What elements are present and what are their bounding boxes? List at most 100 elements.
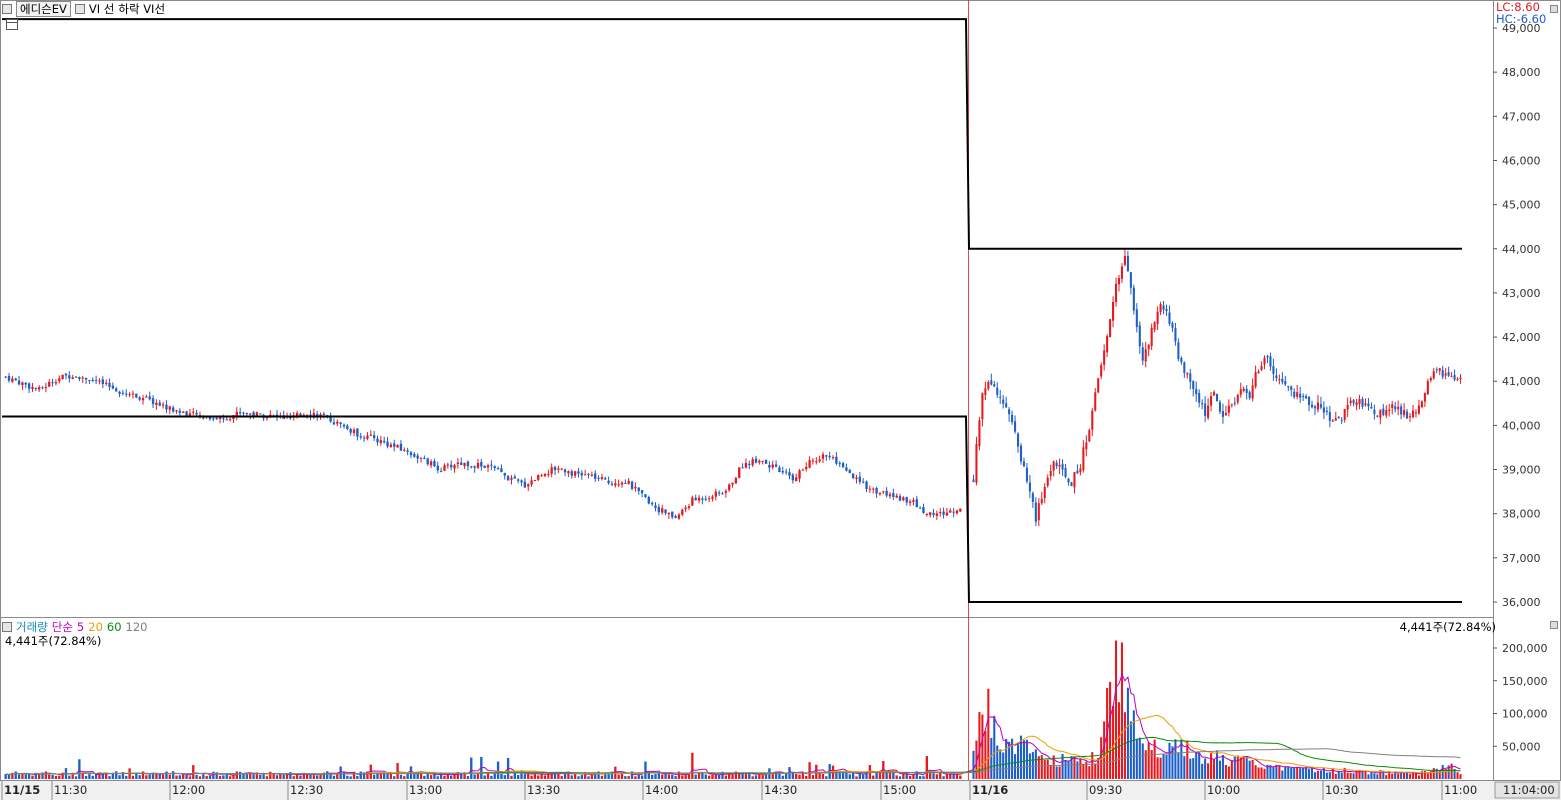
volume-bar — [895, 775, 898, 779]
time-axis-background — [0, 780, 1561, 800]
volume-bar — [1266, 764, 1269, 779]
volume-bar — [1043, 759, 1046, 779]
axes: 49,000 48,000 47,000 46,000 45,000 44,000 43,0… — [1, 22, 1560, 800]
candle-body — [701, 498, 704, 500]
candle-body — [490, 464, 493, 466]
volume-bar — [359, 771, 362, 779]
candle-body — [115, 388, 118, 392]
panel-corner-icon[interactable] — [1550, 621, 1558, 629]
candle-body — [1352, 400, 1355, 404]
panel-corner-icon[interactable] — [1550, 5, 1558, 13]
volume-bar — [1165, 754, 1168, 779]
candle-body — [637, 487, 640, 491]
candle-body — [362, 437, 366, 439]
volume-bar — [255, 772, 259, 779]
volume-bar — [563, 772, 567, 779]
volume-bar — [51, 774, 54, 779]
ma20-label: 20 — [88, 620, 103, 634]
calendar-icon[interactable] — [6, 19, 18, 30]
volume-bar — [848, 774, 851, 779]
volume-bar — [617, 774, 620, 779]
volume-bar — [141, 771, 145, 779]
candle-body — [1408, 416, 1412, 418]
candle-body — [1275, 375, 1278, 379]
candle-body — [1269, 356, 1272, 367]
candle-body — [761, 460, 764, 462]
candle-body — [1456, 379, 1459, 381]
candle-body — [436, 465, 439, 471]
volume-bar — [349, 776, 352, 779]
volume-bar — [1296, 767, 1299, 779]
candle-body — [1400, 406, 1403, 415]
candle-body — [145, 396, 148, 398]
volume-bar — [929, 771, 932, 779]
volume-bar — [587, 776, 590, 779]
candle-body — [1322, 407, 1325, 413]
candle-body — [510, 477, 513, 480]
volume-bar — [98, 772, 101, 779]
candle-body — [851, 473, 855, 478]
volume-bar — [379, 772, 383, 779]
volume-bar — [1358, 769, 1361, 779]
volume-bar — [978, 712, 981, 779]
volume-bar — [527, 772, 530, 779]
volume-bar — [158, 774, 161, 779]
volume-bar — [1180, 739, 1183, 779]
candle-body — [192, 411, 195, 413]
candle-body — [898, 496, 902, 501]
legend-toggle-icon[interactable] — [74, 4, 85, 14]
candle-body — [657, 507, 661, 513]
legend-toggle-icon[interactable] — [2, 4, 12, 14]
candle-body — [51, 382, 54, 384]
volume-bar — [1420, 771, 1423, 779]
candle-body — [1447, 372, 1450, 376]
candle-body — [332, 422, 336, 425]
price-tick-label: 41,000 — [1502, 375, 1541, 388]
candle-body — [1135, 309, 1138, 328]
volume-bar — [21, 774, 24, 779]
volume-bar — [1340, 772, 1343, 779]
candle-body — [547, 474, 550, 476]
volume-bar — [1117, 702, 1121, 779]
candle-body — [661, 508, 664, 513]
candle-body — [1406, 411, 1409, 419]
volume-bar — [1126, 687, 1129, 779]
volume-bar — [416, 771, 419, 779]
volume-bar — [205, 775, 208, 779]
volume-bar — [996, 745, 999, 779]
volume-bar — [249, 773, 252, 779]
candle-body — [483, 465, 486, 469]
legend-toggle-icon[interactable] — [2, 622, 12, 632]
volume-bar — [530, 775, 533, 779]
candle-body — [667, 512, 671, 515]
volume-bar — [851, 772, 855, 779]
candle-body — [1355, 402, 1358, 406]
volume-bar — [1370, 771, 1373, 779]
volume-bar — [161, 774, 165, 779]
volume-bar — [908, 775, 912, 779]
volume-bar — [1049, 764, 1052, 779]
stock-name[interactable]: 에디슨EV — [16, 1, 71, 17]
volume-tick-label: 100,000 — [1502, 708, 1548, 721]
volume-bar — [34, 772, 37, 779]
volume-bar — [403, 776, 406, 779]
candle-body — [1403, 410, 1406, 416]
candle-body — [778, 467, 781, 472]
candle-body — [1284, 381, 1287, 385]
candle-body — [252, 412, 255, 416]
candle-body — [1064, 468, 1067, 477]
candle-body — [389, 444, 393, 448]
volume-bar — [1022, 740, 1026, 779]
volume-bar — [1144, 750, 1147, 779]
candle-body — [322, 413, 326, 415]
candle-body — [607, 480, 610, 484]
candle-body — [1153, 322, 1156, 330]
volume-bar — [1242, 756, 1245, 779]
time-tick-label: 13:30 — [527, 783, 560, 797]
volume-bar — [537, 775, 540, 779]
volume-bar — [78, 759, 81, 779]
candle-body — [1361, 398, 1364, 407]
volume-bar — [795, 773, 798, 779]
volume-bar — [456, 772, 460, 779]
time-tick-label: 12:30 — [290, 783, 323, 797]
